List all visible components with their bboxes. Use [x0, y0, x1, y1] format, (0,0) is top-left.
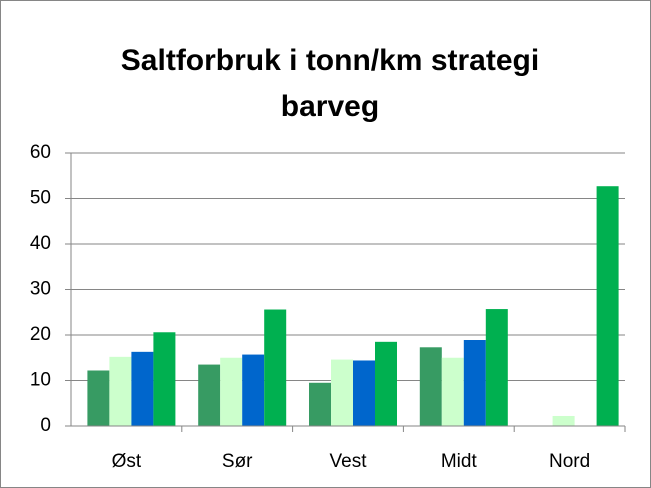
bar: [353, 360, 375, 426]
y-tick-label: 20: [30, 324, 51, 345]
bar: [596, 186, 619, 426]
x-tick-label: Øst: [112, 451, 142, 472]
bar: [131, 351, 154, 426]
bar: [485, 309, 508, 426]
bar: [220, 357, 243, 426]
bar: [419, 347, 442, 426]
y-tick-label: 0: [40, 415, 51, 436]
x-tick-label: Vest: [330, 451, 368, 472]
x-tick-label: Sør: [222, 451, 253, 472]
bar: [309, 382, 331, 426]
bar: [198, 364, 221, 426]
y-tick-label: 30: [30, 279, 51, 300]
bar: [264, 309, 287, 426]
x-tick-label: Nord: [549, 451, 590, 472]
bar: [153, 332, 176, 426]
bar: [463, 340, 486, 426]
bar: [375, 341, 397, 426]
y-tick-label: 10: [30, 370, 51, 391]
bar: [331, 359, 353, 426]
y-tick-label: 40: [30, 233, 51, 254]
bar: [441, 357, 464, 426]
y-tick-label: 50: [30, 188, 51, 209]
bar: [552, 415, 575, 426]
chart-title: Saltforbruk i tonn/km strategi barveg: [120, 44, 540, 123]
y-tick-label: 60: [30, 142, 51, 163]
bar: [87, 370, 110, 426]
bar: [109, 356, 132, 426]
x-tick-label: Midt: [441, 451, 478, 472]
bar: [242, 354, 265, 426]
